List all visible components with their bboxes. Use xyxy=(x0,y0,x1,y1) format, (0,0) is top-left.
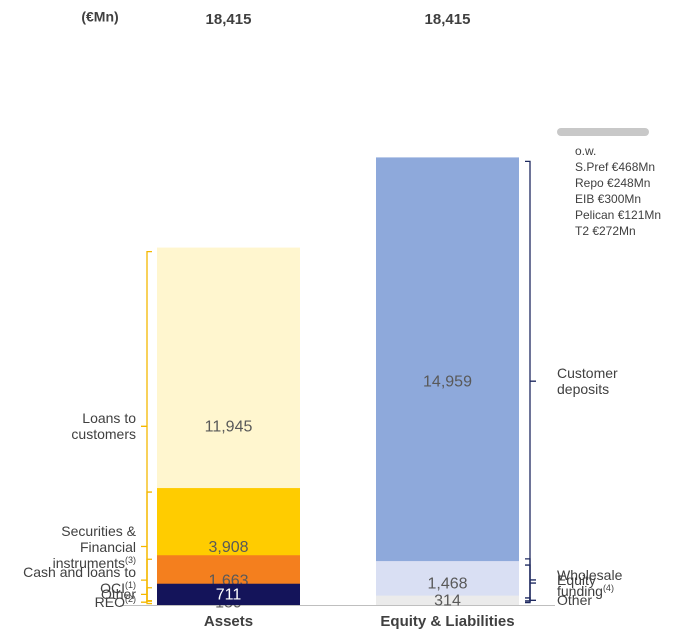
series-name: Other xyxy=(100,586,136,603)
series-note: (3) xyxy=(125,554,136,565)
unit-label: (€Mn) xyxy=(81,9,118,25)
annotation-line: Pelican €121Mn xyxy=(575,208,662,222)
series-label: Equity xyxy=(557,572,667,588)
category-label: Assets xyxy=(204,613,253,630)
value-label: 3,908 xyxy=(208,539,248,556)
bracket xyxy=(525,597,536,604)
annotation-line: T2 €272Mn xyxy=(575,224,636,238)
series-name: Loans to customers xyxy=(71,410,136,443)
value-label: 1,468 xyxy=(427,575,467,592)
category-label: Equity & Liabilities xyxy=(380,613,514,630)
value-label: 14,959 xyxy=(423,373,472,390)
bracket xyxy=(525,564,536,602)
bracket xyxy=(525,160,536,602)
series-name: Cash and loans to OCI xyxy=(23,564,136,597)
series-label: Customer deposits xyxy=(557,365,667,397)
value-label: 314 xyxy=(434,593,461,610)
series-label: REO(2) xyxy=(18,594,136,610)
value-label: 711 xyxy=(216,587,242,604)
series-label: Wholesale funding(4) xyxy=(557,567,667,599)
series-label: Loans to customers xyxy=(18,410,136,442)
annotation: o.w. S.Pref €468Mn Repo €248Mn EIB €300Mn Pe… xyxy=(575,143,661,239)
series-label: Securities & Financial instruments(3) xyxy=(18,523,136,571)
bar-segment xyxy=(376,595,519,605)
value-label: 11,945 xyxy=(205,419,253,436)
series-label: Other xyxy=(557,592,667,608)
annotation-line: S.Pref €468Mn xyxy=(575,160,656,174)
total-label: 18,415 xyxy=(206,11,252,28)
series-label: Cash and loans to OCI(1) xyxy=(18,564,136,596)
series-note: (4) xyxy=(602,583,614,594)
annotation-bracket xyxy=(557,128,649,136)
annotation-line: o.w. xyxy=(575,144,597,158)
series-name: Equity xyxy=(557,571,596,588)
annotation-line: Repo €248Mn xyxy=(575,176,651,190)
series-name: Wholesale funding xyxy=(557,567,623,600)
series-name: Other xyxy=(557,592,593,609)
bar-segment xyxy=(157,583,300,605)
series-name: REO xyxy=(94,594,125,611)
series-note: (1) xyxy=(125,580,136,591)
series-name: Customer deposits xyxy=(557,365,618,398)
series-note: (2) xyxy=(125,594,136,605)
bar-segment xyxy=(376,157,519,605)
series-label: Other xyxy=(18,586,136,602)
annotation-line: EIB €300Mn xyxy=(575,192,642,206)
series-name: Securities & Financial instruments xyxy=(52,522,136,571)
total-label: 18,415 xyxy=(425,11,471,28)
bracket xyxy=(141,587,152,602)
